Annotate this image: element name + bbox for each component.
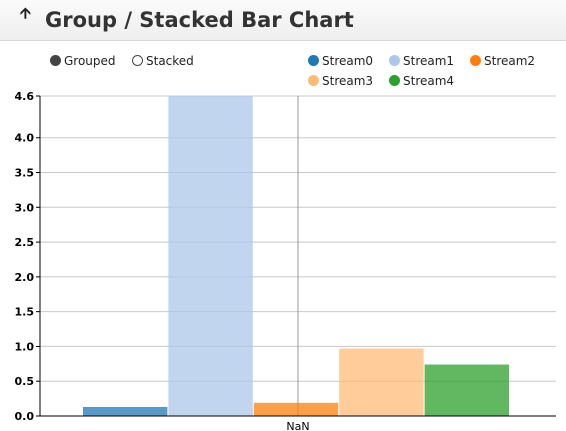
y-tick-label: 1.0	[15, 340, 35, 353]
legend-label: Stream0	[322, 54, 374, 68]
x-tick-label: NaN	[286, 420, 309, 431]
legend-item-stream3[interactable]: Stream3	[308, 73, 373, 89]
y-tick-label: 3.0	[15, 201, 35, 214]
legend-swatch	[470, 55, 481, 66]
y-tick-label: 3.5	[15, 167, 35, 180]
bar-stream4	[424, 364, 509, 416]
bar-stream2	[253, 402, 339, 416]
legend-item-stream2[interactable]: Stream2	[470, 53, 535, 69]
legend-label: Stream3	[322, 74, 374, 88]
grouped-radio[interactable]: Grouped	[50, 53, 116, 69]
legend-item-stream4[interactable]: Stream4	[389, 73, 454, 89]
radio-unselected-icon	[132, 55, 143, 66]
y-tick-label: 1.5	[15, 306, 35, 319]
up-arrow-icon[interactable]: 🡩	[20, 4, 31, 22]
legend-item-stream0[interactable]: Stream0	[308, 53, 373, 69]
bar-stream1	[168, 96, 253, 416]
header-bar: 🡩 Group / Stacked Bar Chart	[0, 0, 566, 41]
radio-selected-icon	[50, 55, 61, 66]
y-tick-label: 4.6	[15, 90, 35, 103]
legend-label: Stream1	[403, 54, 455, 68]
y-tick-label: 2.5	[15, 236, 35, 249]
legend-swatch	[389, 75, 400, 86]
y-tick-label: 2.0	[15, 271, 35, 284]
legend-swatch	[389, 55, 400, 66]
y-tick-label: 4.0	[15, 132, 35, 145]
legend-label: Stream4	[403, 74, 455, 88]
legend-swatch	[308, 55, 319, 66]
y-tick-label: 0.5	[15, 375, 35, 388]
legend-label: Stream2	[484, 54, 536, 68]
page-title: Group / Stacked Bar Chart	[45, 8, 354, 32]
legend-swatch	[308, 75, 319, 86]
legend-item-stream1[interactable]: Stream1	[389, 53, 454, 69]
grouped-label: Grouped	[64, 54, 116, 68]
bar-stream3	[339, 348, 424, 416]
y-tick-label: 0.0	[15, 410, 35, 423]
stacked-label: Stacked	[146, 54, 194, 68]
bar-stream0	[83, 406, 168, 416]
stacked-radio[interactable]: Stacked	[132, 53, 194, 69]
